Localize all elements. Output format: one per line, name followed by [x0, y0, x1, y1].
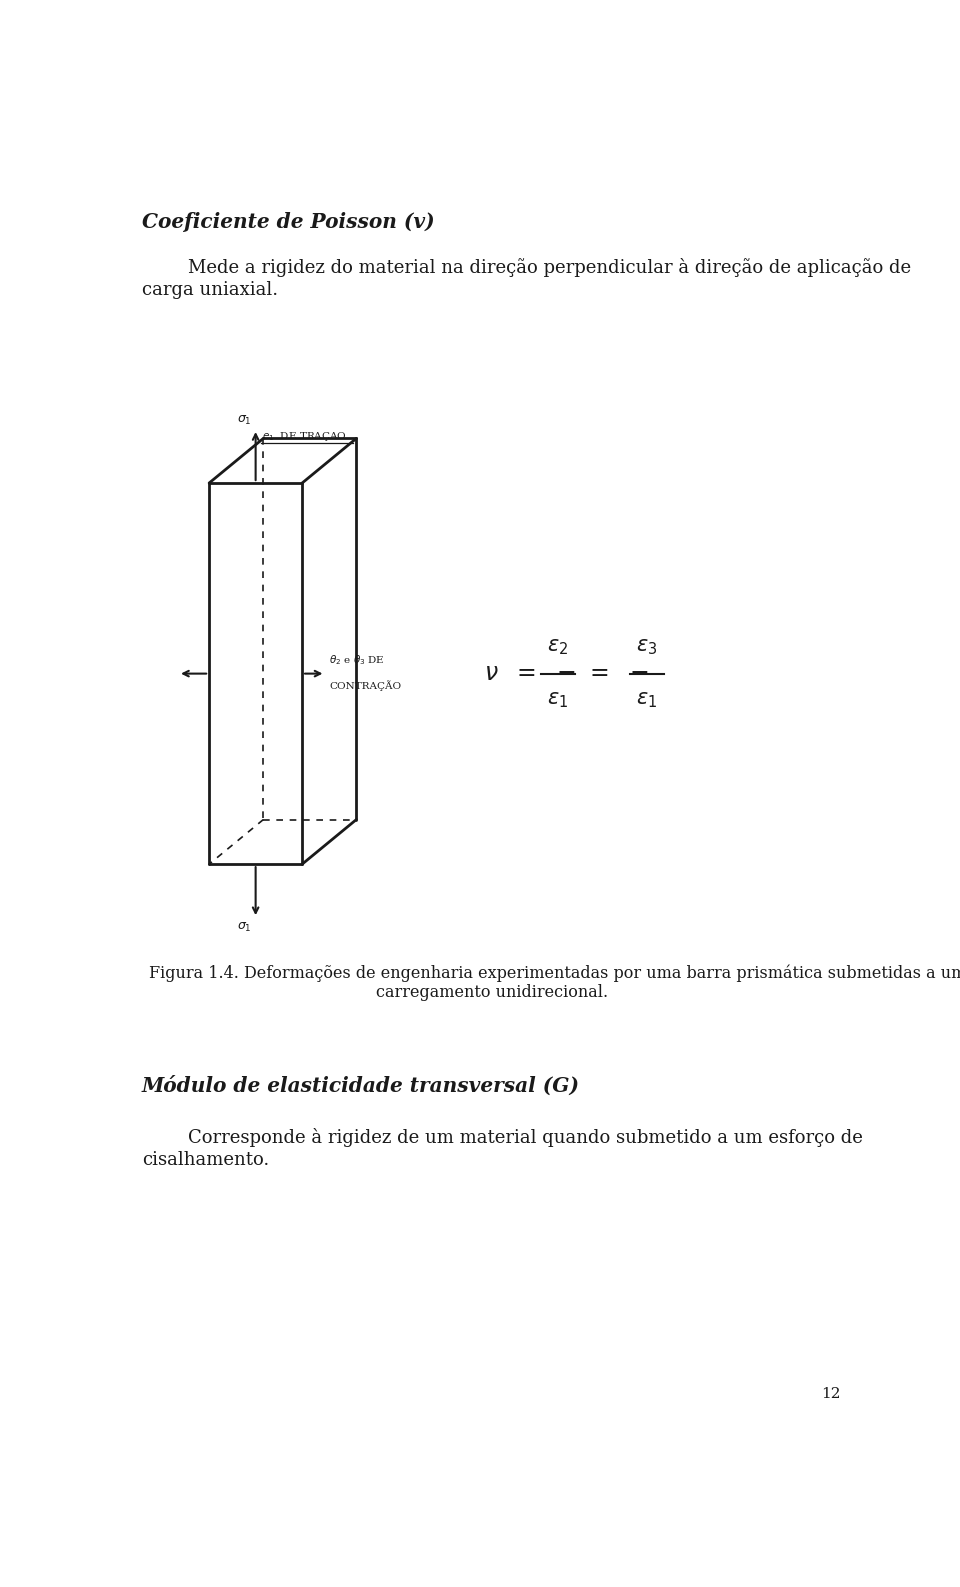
Text: $\varepsilon_2$: $\varepsilon_2$: [547, 636, 568, 657]
Text: $\varepsilon_3$: $\varepsilon_3$: [636, 636, 658, 657]
Text: $\theta_2$ e $\theta_3$ DE: $\theta_2$ e $\theta_3$ DE: [329, 654, 385, 668]
Text: carga uniaxial.: carga uniaxial.: [142, 281, 277, 300]
Text: Coeficiente de Poisson (v): Coeficiente de Poisson (v): [142, 213, 434, 232]
Text: carregamento unidirecional.: carregamento unidirecional.: [376, 984, 608, 1001]
Text: $=$  $-$: $=$ $-$: [585, 662, 648, 686]
Text: $\varepsilon_1$: $\varepsilon_1$: [636, 690, 658, 709]
Text: Módulo de elasticidade transversal (G): Módulo de elasticidade transversal (G): [142, 1076, 580, 1097]
Text: $\sigma_1$: $\sigma_1$: [237, 414, 252, 427]
Text: Mede a rigidez do material na direção perpendicular à direção de aplicação de: Mede a rigidez do material na direção pe…: [188, 259, 911, 278]
Text: $e_1$  DE TRAÇAO: $e_1$ DE TRAÇAO: [262, 430, 347, 443]
Text: 12: 12: [821, 1387, 841, 1401]
Text: $\sigma_1$: $\sigma_1$: [237, 920, 252, 933]
Text: Figura 1.4. Deformações de engenharia experimentadas por uma barra prismática su: Figura 1.4. Deformações de engenharia ex…: [150, 965, 960, 982]
Text: $\varepsilon_1$: $\varepsilon_1$: [547, 690, 568, 709]
Text: Corresponde à rigidez de um material quando submetido a um esforço de: Corresponde à rigidez de um material qua…: [188, 1128, 863, 1147]
Text: $\nu$  $=$  $-$: $\nu$ $=$ $-$: [484, 662, 576, 686]
Text: cisalhamento.: cisalhamento.: [142, 1152, 269, 1170]
Text: CONTRAÇÃO: CONTRAÇÃO: [329, 679, 401, 690]
